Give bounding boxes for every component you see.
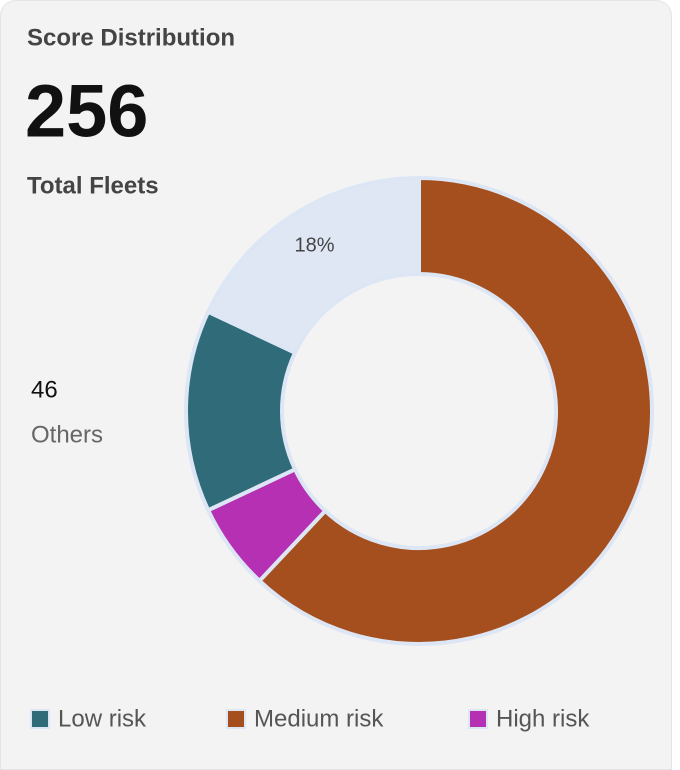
legend-label: High risk [496,705,590,732]
chart-title: Score Distribution [27,24,235,51]
total-label: Total Fleets [27,172,159,199]
others-count: 46 [31,376,58,403]
legend-label: Low risk [58,705,147,732]
legend-swatch [468,709,488,729]
slice-label: 18% [294,235,334,257]
legend-label: Medium risk [254,705,384,732]
others-label: Others [31,421,103,448]
legend-swatch [30,709,50,729]
slice [256,175,654,646]
legend-swatch [226,709,246,729]
total-value: 256 [25,70,148,153]
slice [205,175,421,356]
